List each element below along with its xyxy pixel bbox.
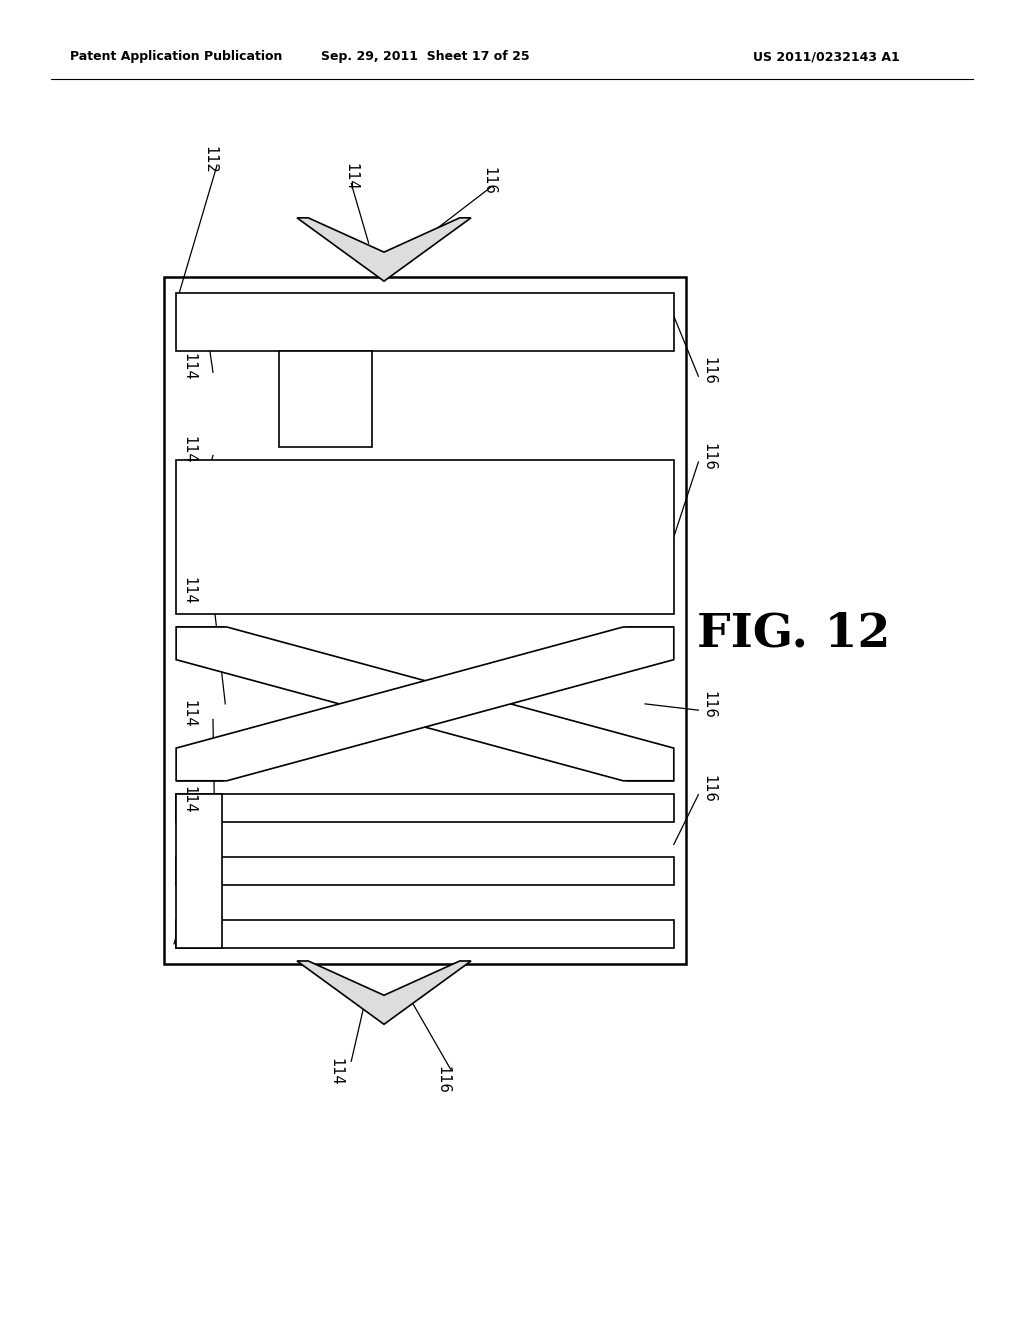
- Text: 116: 116: [701, 442, 717, 471]
- Text: FIG. 12: FIG. 12: [697, 611, 890, 656]
- Polygon shape: [297, 961, 471, 1024]
- Text: 114: 114: [181, 785, 197, 814]
- Text: 116: 116: [701, 690, 717, 719]
- Text: 114: 114: [181, 577, 197, 606]
- Polygon shape: [297, 218, 471, 281]
- Polygon shape: [440, 627, 674, 704]
- Polygon shape: [176, 920, 674, 948]
- Text: 114: 114: [343, 162, 358, 191]
- Polygon shape: [176, 461, 674, 614]
- Text: 116: 116: [436, 1065, 451, 1094]
- Polygon shape: [176, 857, 674, 884]
- Text: 116: 116: [701, 775, 717, 804]
- Text: 116: 116: [701, 356, 717, 385]
- Polygon shape: [176, 293, 674, 351]
- Polygon shape: [176, 795, 222, 948]
- Text: 114: 114: [181, 352, 197, 381]
- Text: 112: 112: [203, 145, 218, 174]
- Text: 114: 114: [181, 436, 197, 465]
- Text: 114: 114: [329, 1057, 343, 1086]
- Polygon shape: [176, 795, 674, 821]
- Polygon shape: [176, 627, 674, 780]
- Polygon shape: [176, 704, 410, 780]
- Text: US 2011/0232143 A1: US 2011/0232143 A1: [753, 50, 899, 63]
- Text: Patent Application Publication: Patent Application Publication: [70, 50, 282, 63]
- Polygon shape: [176, 627, 410, 704]
- Text: Sep. 29, 2011  Sheet 17 of 25: Sep. 29, 2011 Sheet 17 of 25: [321, 50, 529, 63]
- Polygon shape: [440, 704, 674, 780]
- Text: 114: 114: [181, 700, 197, 729]
- Polygon shape: [176, 627, 674, 780]
- Bar: [164, 277, 686, 964]
- Polygon shape: [280, 351, 372, 446]
- Text: 116: 116: [481, 166, 497, 195]
